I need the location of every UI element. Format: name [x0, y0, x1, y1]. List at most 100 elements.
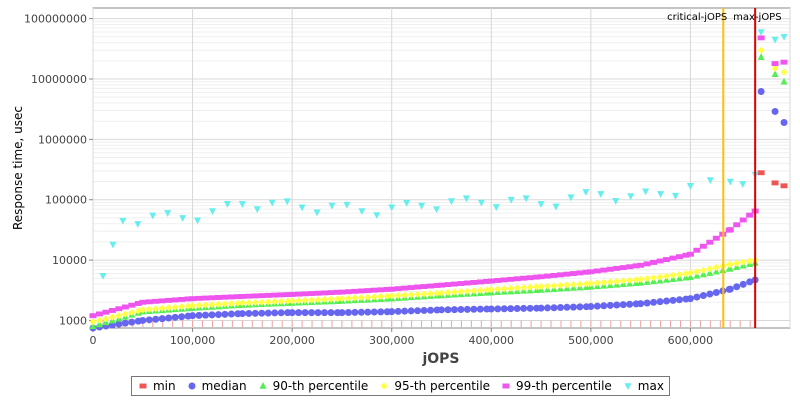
median-point	[394, 307, 402, 315]
median-point	[321, 309, 329, 317]
90-th-percentile-point	[726, 264, 734, 272]
99-th-percentile-point	[427, 283, 435, 289]
max-point	[706, 177, 714, 185]
max-point	[164, 210, 172, 217]
95-th-percentile-point	[699, 266, 707, 274]
max-point	[418, 202, 426, 210]
95-th-percentile-point	[693, 268, 701, 276]
legend-label: 95-th percentile	[394, 379, 491, 393]
95-th-percentile-point	[433, 289, 441, 297]
95-th-percentile-point	[420, 290, 428, 298]
max-point	[477, 199, 485, 207]
95-th-percentile-point	[121, 310, 129, 318]
median-point	[494, 305, 502, 313]
median-point	[686, 295, 694, 303]
median-point	[251, 309, 259, 317]
max-point	[726, 178, 734, 186]
min-point	[771, 180, 779, 186]
median-point	[288, 309, 296, 317]
median-point	[327, 309, 335, 317]
median-point	[189, 312, 197, 320]
median-point	[587, 303, 595, 311]
median-point	[165, 314, 173, 322]
95-th-percentile-point	[444, 289, 452, 297]
99-th-percentile-point	[288, 291, 296, 297]
99-th-percentile-point	[563, 271, 571, 277]
95-th-percentile-point	[487, 286, 495, 294]
99-th-percentile-point	[656, 258, 664, 264]
max-point	[223, 201, 231, 208]
median-point	[308, 309, 316, 317]
y-axis-title: Response time, usec	[11, 106, 25, 230]
99-th-percentile-point	[582, 269, 590, 275]
median-point	[338, 309, 346, 317]
95-th-percentile-point	[202, 301, 210, 309]
median-point	[377, 308, 385, 316]
95-th-percentile-point	[626, 276, 634, 284]
95-th-percentile-point	[675, 270, 683, 278]
95-th-percentile-point	[686, 269, 694, 277]
99-th-percentile-point	[544, 273, 552, 279]
99-th-percentile-point	[238, 293, 246, 299]
legend-symbol	[380, 382, 388, 390]
median-point	[301, 309, 309, 317]
95-th-percentile-point	[115, 312, 123, 320]
95-th-percentile-point	[613, 277, 621, 285]
95-th-percentile-point	[414, 290, 422, 298]
95-th-percentile-point	[632, 276, 640, 284]
95-th-percentile-point	[251, 298, 259, 306]
99-th-percentile-point	[706, 239, 714, 245]
95-th-percentile-point	[520, 284, 528, 292]
95-th-percentile-point	[450, 288, 458, 296]
99-th-percentile-point	[284, 292, 292, 298]
legend-item-99-th-percentile: 99-th percentile	[500, 379, 612, 393]
95-th-percentile-point	[771, 64, 779, 72]
95-th-percentile-point	[746, 257, 754, 265]
median-point	[712, 288, 720, 296]
y-tick-label: 10000000	[31, 73, 87, 86]
95-th-percentile-point	[576, 280, 584, 288]
95-th-percentile-point	[619, 277, 627, 285]
99-th-percentile-point	[686, 251, 694, 257]
90-th-percentile-point	[706, 269, 714, 276]
99-th-percentile-point	[145, 299, 153, 305]
max-point	[298, 204, 306, 212]
series-min	[757, 170, 788, 189]
95-th-percentile-point	[344, 294, 352, 302]
95-th-percentile-point	[388, 292, 396, 300]
legend-95-th-percentile-point	[380, 382, 388, 390]
99-th-percentile-point	[487, 278, 495, 284]
95-th-percentile-point	[338, 295, 346, 303]
95-th-percentile-point	[712, 263, 720, 271]
median-point	[550, 304, 558, 312]
95-th-percentile-point	[383, 292, 391, 300]
median-point	[513, 305, 521, 313]
median-point	[158, 315, 166, 323]
95-th-percentile-point	[245, 299, 253, 307]
legend-min-point	[139, 383, 147, 389]
99-th-percentile-point	[134, 301, 142, 306]
90-th-percentile-point	[771, 70, 779, 78]
99-th-percentile-point	[357, 288, 365, 294]
median-point	[351, 308, 359, 316]
95-th-percentile-point	[288, 297, 296, 305]
99-th-percentile-point	[189, 296, 197, 302]
99-th-percentile-point	[264, 292, 272, 298]
x-tick-label: 100,000	[170, 334, 216, 347]
max-point	[253, 206, 261, 214]
95-th-percentile-point	[284, 297, 292, 305]
95-th-percentile-point	[333, 295, 341, 303]
99-th-percentile-point	[476, 279, 484, 285]
99-th-percentile-point	[195, 295, 203, 301]
99-th-percentile-point	[500, 277, 508, 283]
95-th-percentile-point	[171, 303, 179, 311]
median-point	[145, 316, 153, 324]
legend-item-95-th-percentile: 95-th percentile	[378, 379, 490, 393]
99-th-percentile-point	[693, 247, 701, 253]
99-th-percentile-point	[438, 282, 445, 288]
99-th-percentile-point	[308, 291, 316, 296]
median-point	[500, 305, 508, 313]
median-point	[656, 298, 664, 306]
max-point	[208, 208, 216, 216]
